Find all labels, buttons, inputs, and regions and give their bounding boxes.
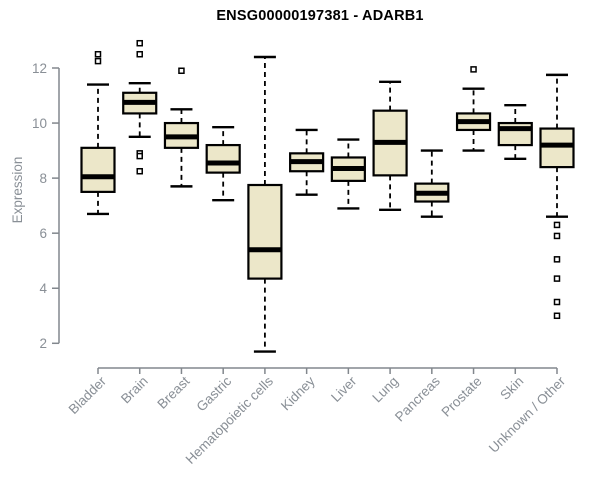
x-tick-label: Skin <box>497 374 526 403</box>
outlier-point <box>470 66 477 73</box>
x-tick-label: Pancreas <box>392 373 443 424</box>
x-tick-label: Unknown / Other <box>486 373 569 456</box>
y-tick-label: 6 <box>39 226 47 241</box>
box-lung <box>372 80 408 211</box>
iqr-box <box>205 143 241 174</box>
x-tick-label: Kidney <box>278 373 318 413</box>
outlier-point <box>136 152 143 160</box>
x-tick-label: Gastric <box>193 373 234 414</box>
outlier-point <box>553 221 561 229</box>
x-tick-label: Liver <box>328 373 360 405</box>
box-brain <box>122 39 158 175</box>
box-skin <box>497 103 533 161</box>
y-axis-title: Expression <box>10 157 25 224</box>
outlier-point <box>94 50 102 58</box>
outlier-point <box>553 298 561 306</box>
box-breast <box>163 67 200 188</box>
x-tick-label: Lung <box>369 374 401 406</box>
x-tick-label: Bladder <box>66 373 110 417</box>
outlier-point <box>553 275 561 282</box>
box-gastric <box>205 125 241 202</box>
x-tick-label: Prostate <box>439 374 485 420</box>
outlier-point <box>136 167 143 175</box>
box-pancreas <box>414 149 450 218</box>
iqr-box <box>80 146 116 193</box>
y-tick-label: 10 <box>32 116 47 131</box>
y-axis: 2 4 6 8 10 12 Expression <box>10 61 60 351</box>
box-liver <box>330 138 366 210</box>
box-hematopoietic-cells <box>247 55 283 353</box>
y-tick-label: 2 <box>39 336 47 351</box>
chart-title: ENSG00000197381 - ADARB1 <box>216 8 424 24</box>
outlier-point <box>94 57 102 65</box>
outlier-point <box>553 256 561 263</box>
outlier-point <box>136 39 143 47</box>
box-prostate <box>455 66 492 152</box>
x-tick-label: Breast <box>154 373 192 411</box>
iqr-box <box>539 127 575 169</box>
outlier-point <box>553 312 561 320</box>
box-kidney <box>289 128 325 196</box>
y-tick-label: 8 <box>39 171 47 186</box>
outlier-point <box>136 50 143 58</box>
y-tick-label: 12 <box>32 61 47 76</box>
box-unknown-other <box>539 73 575 320</box>
y-tick-label: 4 <box>39 281 47 296</box>
iqr-box <box>247 183 283 280</box>
box-bladder <box>80 50 116 216</box>
outlier-point <box>178 67 185 75</box>
x-tick-label: Brain <box>118 374 151 407</box>
outlier-point <box>553 232 561 240</box>
